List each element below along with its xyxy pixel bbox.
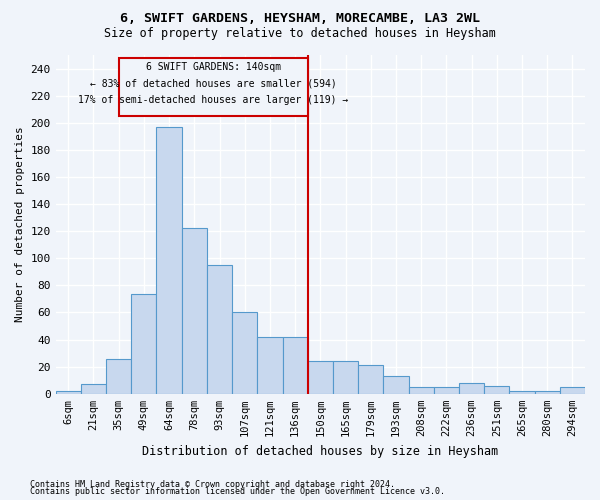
- FancyBboxPatch shape: [119, 58, 308, 116]
- Bar: [383, 376, 409, 394]
- Bar: [333, 362, 358, 394]
- Bar: [434, 387, 459, 394]
- X-axis label: Distribution of detached houses by size in Heysham: Distribution of detached houses by size …: [142, 444, 499, 458]
- Bar: [484, 386, 509, 394]
- Bar: [56, 391, 81, 394]
- Text: Size of property relative to detached houses in Heysham: Size of property relative to detached ho…: [104, 28, 496, 40]
- Bar: [535, 391, 560, 394]
- Bar: [560, 387, 585, 394]
- Text: ← 83% of detached houses are smaller (594): ← 83% of detached houses are smaller (59…: [90, 79, 337, 89]
- Bar: [182, 228, 207, 394]
- Text: 6 SWIFT GARDENS: 140sqm: 6 SWIFT GARDENS: 140sqm: [146, 62, 281, 72]
- Bar: [358, 366, 383, 394]
- Text: Contains HM Land Registry data © Crown copyright and database right 2024.: Contains HM Land Registry data © Crown c…: [30, 480, 395, 489]
- Bar: [81, 384, 106, 394]
- Bar: [106, 358, 131, 394]
- Text: Contains public sector information licensed under the Open Government Licence v3: Contains public sector information licen…: [30, 488, 445, 496]
- Bar: [509, 391, 535, 394]
- Text: 6, SWIFT GARDENS, HEYSHAM, MORECAMBE, LA3 2WL: 6, SWIFT GARDENS, HEYSHAM, MORECAMBE, LA…: [120, 12, 480, 26]
- Bar: [308, 362, 333, 394]
- Bar: [283, 337, 308, 394]
- Bar: [459, 383, 484, 394]
- Bar: [207, 265, 232, 394]
- Bar: [157, 127, 182, 394]
- Text: 17% of semi-detached houses are larger (119) →: 17% of semi-detached houses are larger (…: [78, 96, 349, 106]
- Bar: [257, 337, 283, 394]
- Bar: [232, 312, 257, 394]
- Bar: [131, 294, 157, 394]
- Y-axis label: Number of detached properties: Number of detached properties: [15, 126, 25, 322]
- Bar: [409, 387, 434, 394]
